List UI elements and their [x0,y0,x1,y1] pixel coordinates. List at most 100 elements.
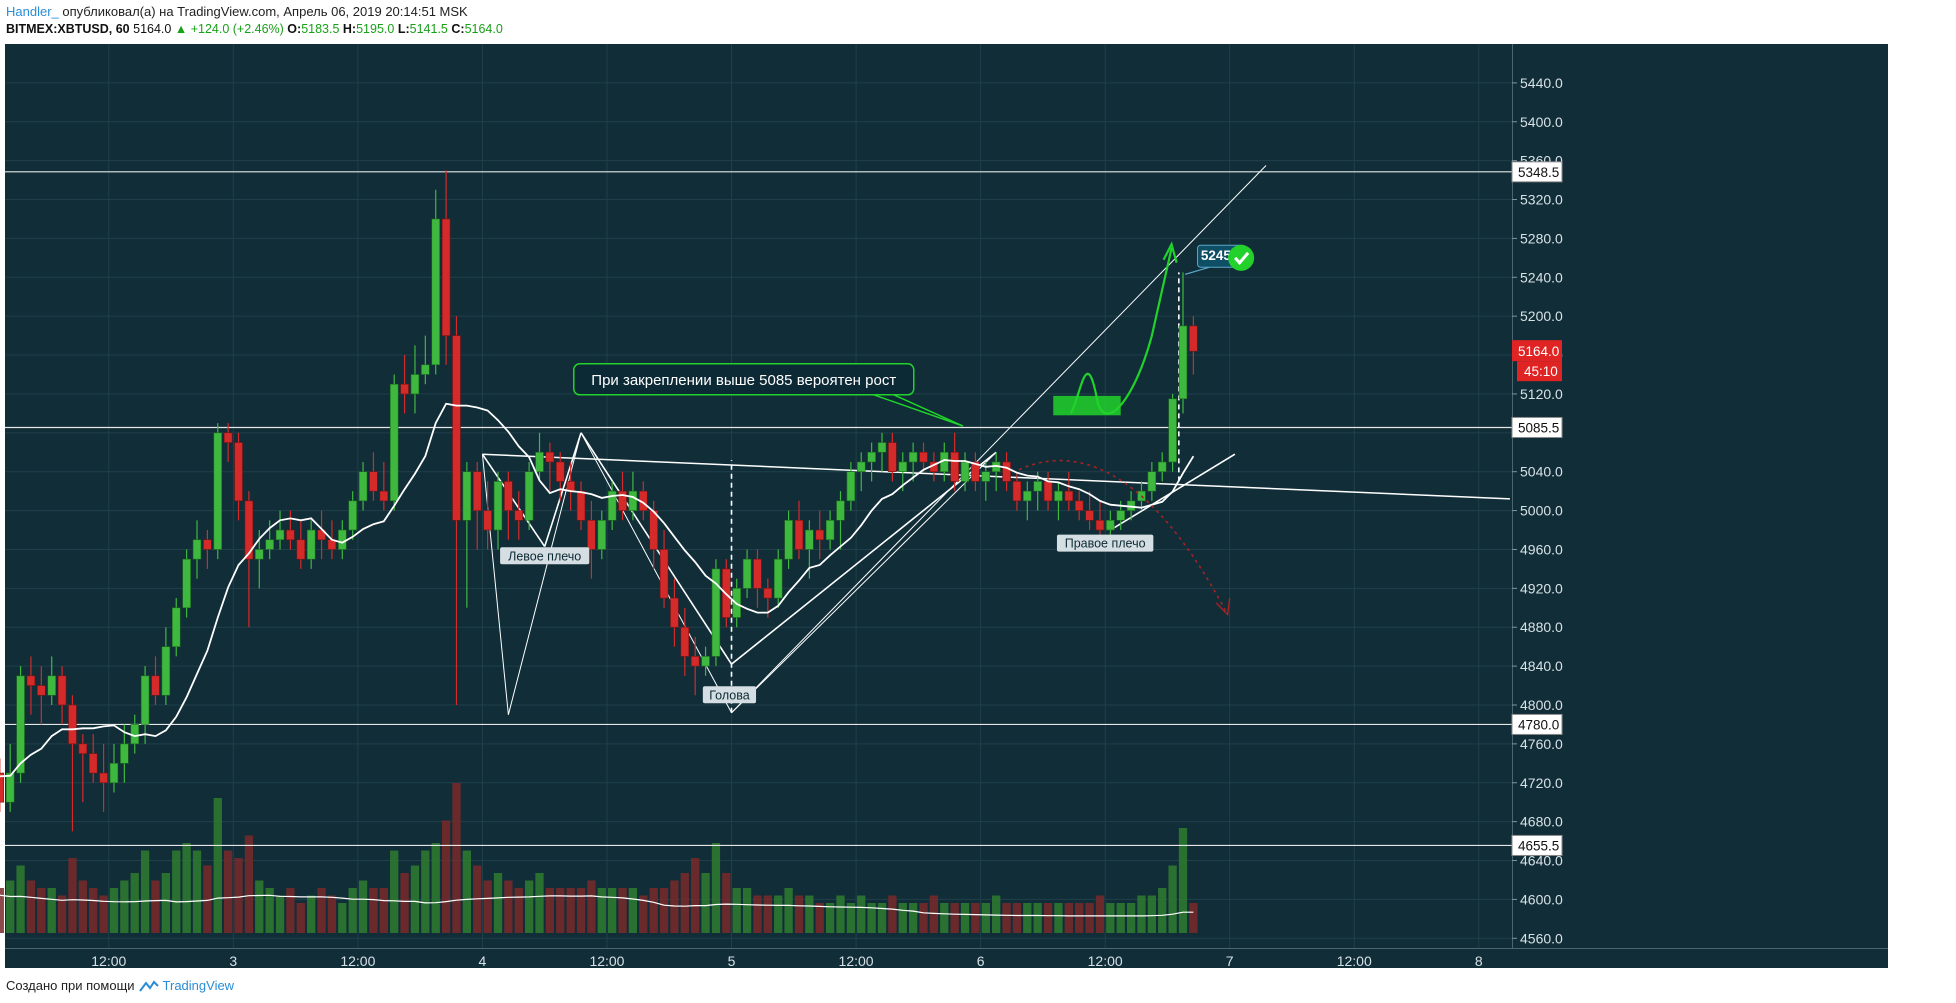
volume-bar [950,903,959,933]
publish-info: опубликовал(а) на TradingView.com, Апрел… [62,4,468,19]
level-tag [1511,713,1563,735]
volume-bar [908,903,918,933]
candle-body [971,461,980,482]
volume-bar [670,880,679,933]
price-tick-label: 5040.0 [1520,464,1563,480]
volume-bar [1002,903,1011,933]
volume-bar [1075,903,1084,933]
candle-body [908,451,918,463]
candle-body [607,490,617,521]
volume-bar [556,888,565,933]
current-price-label: 5164.0 [1518,344,1559,359]
volume-bar [1085,903,1094,933]
candle-body [410,374,420,395]
time-tick-label: 5 [728,953,736,969]
candle-body [358,471,368,502]
volume-bar [57,895,67,933]
candle-body [825,520,835,541]
price-tick-label: 4720.0 [1520,775,1563,791]
volume-bar [130,873,139,933]
volume-bar [815,903,824,933]
volume-bar [919,903,928,933]
time-tick-label: 12:00 [589,953,624,969]
price-tick-label: 5120.0 [1520,386,1563,402]
candle-body [223,432,233,443]
volume-bar [286,888,295,933]
volume-bar [929,895,939,933]
volume-bar [358,880,368,933]
level-tag-label: 4780.0 [1518,717,1559,732]
candle-body [784,520,793,560]
volume-bar [140,850,150,933]
volume-bar [628,888,638,933]
volume-bar [587,880,596,933]
volume-bar [1106,903,1115,933]
candle-body [99,772,108,784]
volume-average-line [0,894,1194,917]
candle-body [265,539,274,550]
price-chart[interactable]: При закреплении выше 5085 вероятен рост 5… [0,0,1956,975]
left-shoulder-line [481,454,509,715]
volume-bar [992,895,1001,933]
candle-body [306,529,316,560]
author-link[interactable]: Handler_ [6,4,59,19]
countdown-tag [1517,361,1562,382]
volume-bar [161,873,171,933]
volume-bar [37,888,46,933]
volume-bar [545,888,555,933]
volume-bar [493,873,503,933]
candle-body [389,383,399,502]
last-price: 5164.0 [133,22,172,36]
candle-body [16,675,25,774]
price-tick-label: 5200.0 [1520,308,1563,324]
candle-body [846,471,856,502]
alternative-arrowhead [1215,597,1231,617]
volume-bar [1189,903,1198,933]
footer-brand[interactable]: TradingView [162,978,235,993]
candle-body [618,490,627,511]
time-tick-label: 3 [229,953,237,969]
time-tick-label: 12:00 [340,953,375,969]
candle-body [1064,490,1074,502]
level-tag-label: 5348.5 [1518,165,1559,180]
volume-bar [400,873,409,933]
price-axis[interactable]: 4560.0 4600.0 4640.0 4680.0 4720.0 4760.0 4800… [1511,44,1888,948]
volume-bar [794,895,804,933]
time-axis[interactable]: 12:00 3 12:00 4 12:00 5 12:00 6 12:00 7 12:00 8 [5,948,1888,969]
right-shoulder-label-box [1056,534,1154,552]
price-tick-label: 4600.0 [1520,891,1563,907]
volume-bar [576,888,586,933]
candle-body [421,364,430,375]
volume-bar [78,880,87,933]
candle-body [576,490,586,521]
symbol-name: BITMEX:XBTUSD, 60 [6,22,130,36]
volume-bar [825,903,835,933]
candle-body [0,772,5,803]
candles [0,170,1198,832]
volume-bar [223,850,233,933]
head-label: Голова [709,688,749,702]
volume-bar [608,888,617,933]
volume-bar [6,880,15,933]
volume-bar [244,835,254,933]
volume-bar [338,903,347,933]
candle-body [815,529,824,541]
candle-body [472,471,482,511]
volume-bar [151,880,160,933]
candle-body [275,529,285,541]
candle-body [587,520,596,550]
price-tick-label: 4840.0 [1520,658,1563,674]
volume-bar [1023,903,1032,933]
candle-body [57,675,67,706]
volume-bar [203,865,212,933]
volume-bar [877,903,887,933]
candle-body [794,520,804,550]
time-tick-label: 12:00 [1337,953,1372,969]
candle-body [192,539,202,560]
price-tick-label: 4880.0 [1520,619,1563,635]
volume-bar [774,895,783,933]
time-tick-label: 12:00 [839,953,874,969]
left-shoulder-line [507,432,582,715]
publish-line: Handler_ опубликовал(а) на TradingView.c… [6,4,468,19]
candle-body [742,558,752,589]
